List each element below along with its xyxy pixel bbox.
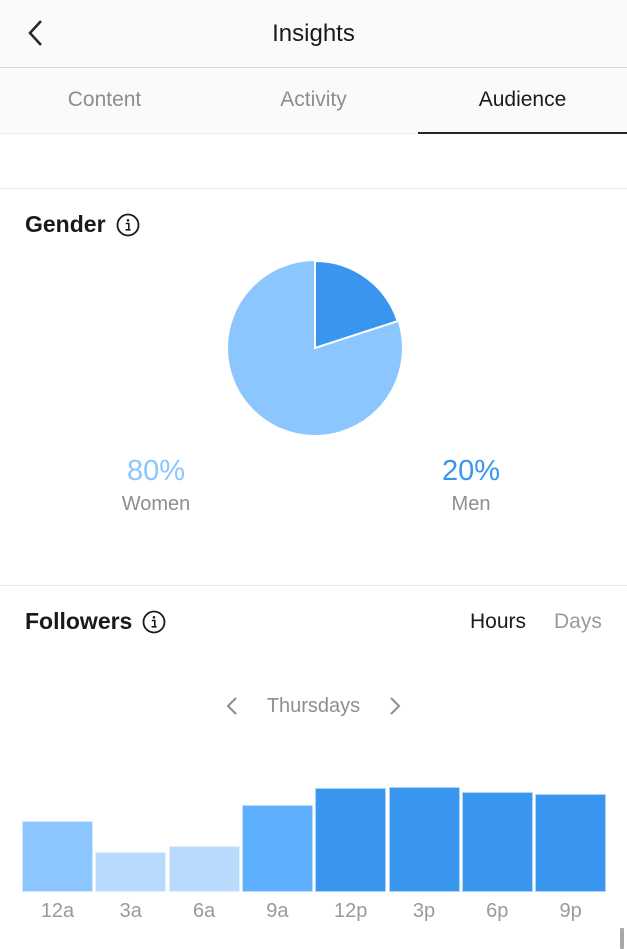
x-label-9p: 9p: [559, 900, 582, 922]
chevron-right-icon[interactable]: [386, 694, 404, 718]
hours-toggle[interactable]: Hours: [470, 610, 527, 633]
x-label-6a: 6a: [192, 900, 216, 922]
day-label: Thursdays: [266, 694, 361, 717]
x-label-9a: 9a: [266, 900, 289, 922]
info-icon[interactable]: [142, 610, 166, 634]
bar-6a: [168, 846, 240, 892]
nav-bar: Insights: [0, 0, 627, 68]
x-axis-labels: 12a 3a 6a 9a 12p 3p 6p 9p: [22, 900, 608, 926]
x-label-12a: 12a: [40, 900, 75, 922]
chevron-left-icon[interactable]: [22, 16, 52, 50]
gender-header: Gender: [25, 211, 140, 238]
divider: [0, 585, 627, 586]
x-label-12p: 12p: [334, 900, 368, 922]
tab-bar: Content Activity Audience: [0, 68, 627, 134]
chevron-left-icon[interactable]: [223, 694, 241, 718]
x-label-3p: 3p: [412, 900, 436, 922]
x-label-3a: 3a: [119, 900, 142, 922]
bar-12p: [315, 788, 387, 892]
men-percent: 20%: [441, 455, 501, 487]
x-label-6p: 6p: [486, 900, 509, 922]
women-stat: 80% Women: [76, 455, 236, 516]
bar-12a: [22, 821, 93, 892]
men-label: Men: [451, 493, 491, 515]
scroll-indicator[interactable]: [620, 928, 624, 949]
tab-activity[interactable]: Activity: [280, 88, 347, 111]
bar-3p: [388, 787, 460, 892]
day-selector: Thursdays: [0, 694, 627, 718]
bar-9a: [241, 805, 313, 892]
gender-pie-chart: [228, 260, 402, 435]
page-title: Insights: [272, 20, 355, 47]
tab-content[interactable]: Content: [67, 88, 142, 111]
bar-3a: [95, 852, 167, 892]
info-icon[interactable]: [116, 213, 140, 237]
followers-header: Followers: [25, 608, 166, 635]
bar-9p: [535, 794, 607, 892]
women-label: Women: [121, 493, 191, 515]
tab-audience[interactable]: Audience: [418, 68, 627, 134]
gender-title: Gender: [25, 211, 106, 237]
men-stat: 20% Men: [391, 455, 551, 516]
days-toggle[interactable]: Days: [554, 610, 602, 633]
followers-bar-chart: [22, 760, 608, 892]
divider: [0, 188, 627, 189]
pie-slice-men: [314, 260, 400, 350]
followers-title: Followers: [25, 608, 133, 634]
women-percent: 80%: [126, 455, 186, 487]
bar-6p: [461, 792, 533, 892]
